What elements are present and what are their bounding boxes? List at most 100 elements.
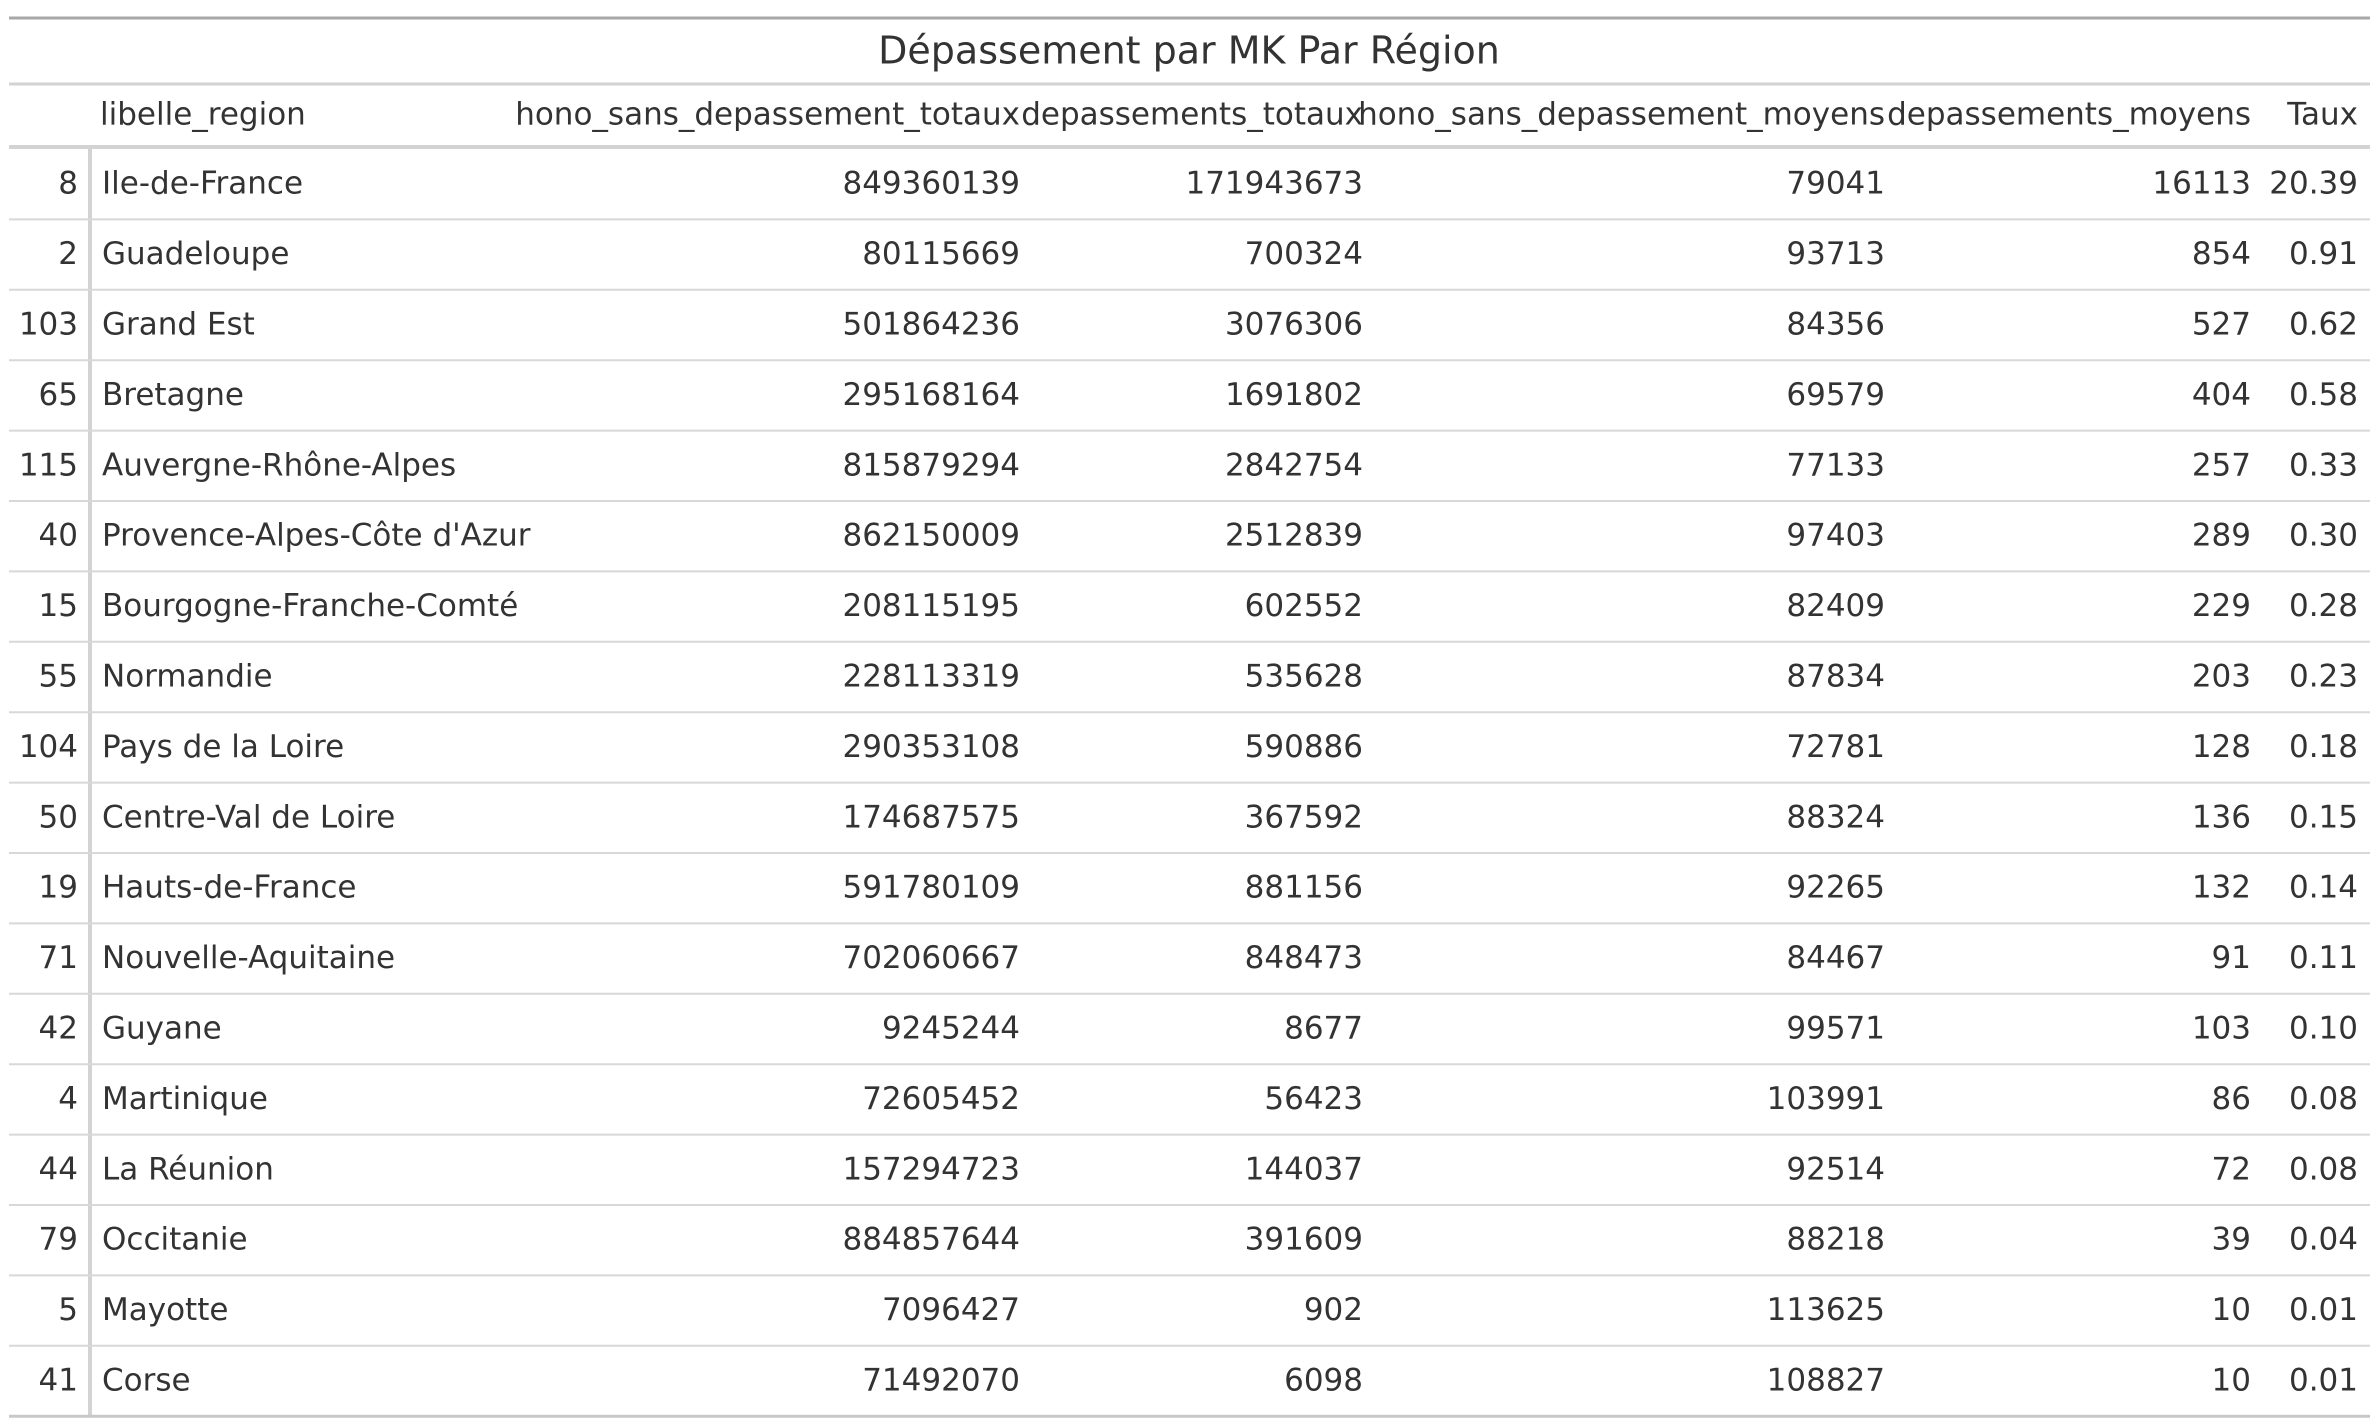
region-name: Centre-Val de Loire (102, 799, 395, 835)
row-id: 19 (39, 870, 78, 906)
row-id: 104 (19, 729, 78, 765)
region-name: Hauts-de-France (102, 870, 356, 906)
cell-value: 93713 (1786, 236, 1885, 272)
cell-value: 88218 (1786, 1222, 1885, 1258)
cell-value: 815879294 (842, 447, 1020, 483)
row-id: 44 (39, 1151, 78, 1187)
cell-value: 849360139 (842, 166, 1020, 202)
cell-value: 86 (2212, 1081, 2251, 1117)
region-name: Nouvelle-Aquitaine (102, 940, 395, 976)
cell-value: 590886 (1245, 729, 1363, 765)
cell-value: 527 (2192, 307, 2251, 343)
cell-value: 229 (2192, 588, 2251, 624)
cell-value: 10 (2212, 1363, 2251, 1399)
row-id: 103 (19, 307, 78, 343)
cell-value: 228113319 (842, 659, 1020, 695)
cell-value: 0.14 (2289, 870, 2358, 906)
cell-value: 0.62 (2289, 307, 2358, 343)
cell-value: 103991 (1767, 1081, 1885, 1117)
cell-value: 1691802 (1225, 377, 1363, 413)
region-name: Mayotte (102, 1292, 228, 1328)
cell-value: 0.08 (2289, 1151, 2358, 1187)
region-name: La Réunion (102, 1151, 274, 1187)
cell-value: 16113 (2152, 166, 2251, 202)
cell-value: 72 (2212, 1151, 2251, 1187)
cell-value: 290353108 (842, 729, 1020, 765)
cell-value: 289 (2192, 518, 2251, 554)
cell-value: 0.28 (2289, 588, 2358, 624)
cell-value: 367592 (1245, 799, 1363, 835)
cell-value: 0.01 (2289, 1292, 2358, 1328)
cell-value: 602552 (1245, 588, 1363, 624)
row-id: 42 (39, 1011, 78, 1047)
region-name: Ile-de-France (102, 166, 303, 202)
row-id: 55 (39, 659, 78, 695)
cell-value: 20.39 (2269, 166, 2358, 202)
cell-value: 208115195 (842, 588, 1020, 624)
cell-value: 171943673 (1185, 166, 1363, 202)
region-name: Martinique (102, 1081, 268, 1117)
row-id: 50 (39, 799, 78, 835)
cell-value: 10 (2212, 1292, 2251, 1328)
cell-value: 8677 (1284, 1011, 1363, 1047)
column-header: hono_sans_depassement_moyens (1358, 97, 1885, 133)
cell-value: 99571 (1786, 1011, 1885, 1047)
cell-value: 71492070 (862, 1363, 1020, 1399)
region-name: Provence-Alpes-Côte d'Azur (102, 518, 531, 554)
cell-value: 501864236 (842, 307, 1020, 343)
cell-value: 0.04 (2289, 1222, 2358, 1258)
cell-value: 77133 (1786, 447, 1885, 483)
cell-value: 0.91 (2289, 236, 2358, 272)
cell-value: 535628 (1245, 659, 1363, 695)
region-name: Normandie (102, 659, 273, 695)
cell-value: 144037 (1245, 1151, 1363, 1187)
region-name: Grand Est (102, 307, 255, 343)
row-id: 15 (39, 588, 78, 624)
cell-value: 9245244 (882, 1011, 1020, 1047)
row-id: 115 (19, 447, 78, 483)
region-name: Guyane (102, 1011, 222, 1047)
cell-value: 82409 (1786, 588, 1885, 624)
cell-value: 174687575 (842, 799, 1020, 835)
cell-value: 72605452 (862, 1081, 1020, 1117)
cell-value: 591780109 (842, 870, 1020, 906)
row-id: 4 (58, 1081, 78, 1117)
cell-value: 113625 (1767, 1292, 1885, 1328)
cell-value: 88324 (1786, 799, 1885, 835)
region-name: Pays de la Loire (102, 729, 344, 765)
cell-value: 203 (2192, 659, 2251, 695)
cell-value: 97403 (1786, 518, 1885, 554)
cell-value: 80115669 (862, 236, 1020, 272)
cell-value: 0.18 (2289, 729, 2358, 765)
cell-value: 0.58 (2289, 377, 2358, 413)
cell-value: 0.33 (2289, 447, 2358, 483)
cell-value: 79041 (1786, 166, 1885, 202)
cell-value: 7096427 (882, 1292, 1020, 1328)
cell-value: 84467 (1786, 940, 1885, 976)
column-header: depassements_totaux (1021, 97, 1363, 133)
cell-value: 854 (2192, 236, 2251, 272)
cell-value: 128 (2192, 729, 2251, 765)
cell-value: 39 (2212, 1222, 2251, 1258)
cell-value: 391609 (1245, 1222, 1363, 1258)
cell-value: 0.23 (2289, 659, 2358, 695)
cell-value: 0.15 (2289, 799, 2358, 835)
row-id: 65 (39, 377, 78, 413)
cell-value: 87834 (1786, 659, 1885, 695)
column-header: hono_sans_depassement_totaux (515, 97, 1020, 133)
cell-value: 0.10 (2289, 1011, 2358, 1047)
cell-value: 108827 (1767, 1363, 1885, 1399)
cell-value: 91 (2212, 940, 2251, 976)
cell-value: 69579 (1786, 377, 1885, 413)
cell-value: 56423 (1264, 1081, 1363, 1117)
row-id: 5 (58, 1292, 78, 1328)
cell-value: 0.01 (2289, 1363, 2358, 1399)
cell-value: 2842754 (1225, 447, 1363, 483)
region-name: Bourgogne-Franche-Comté (102, 588, 518, 624)
column-header: Taux (2286, 97, 2358, 133)
row-id: 71 (39, 940, 78, 976)
cell-value: 136 (2192, 799, 2251, 835)
cell-value: 862150009 (842, 518, 1020, 554)
